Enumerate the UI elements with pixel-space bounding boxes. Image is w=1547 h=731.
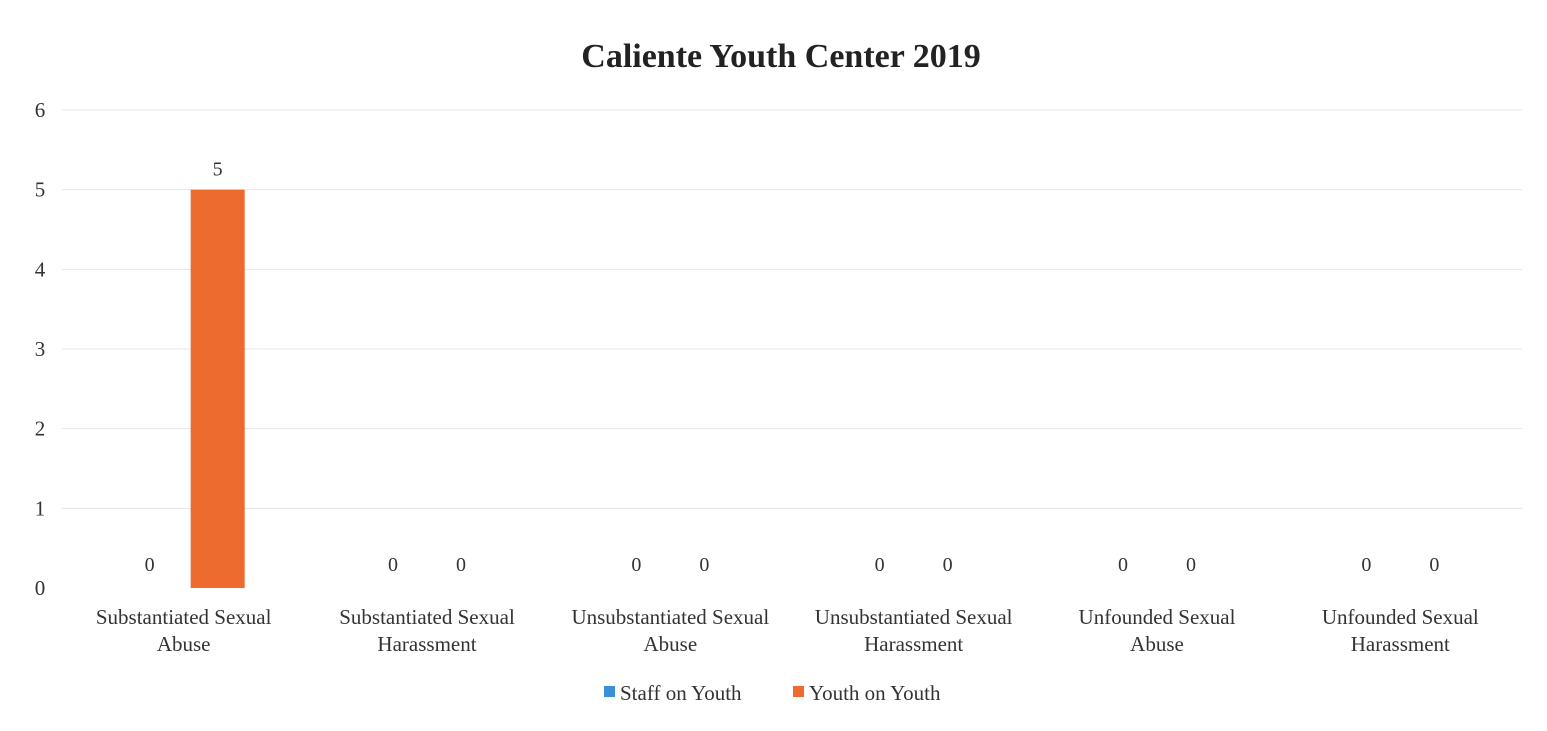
category-label: Harassment <box>377 632 476 656</box>
legend-swatch <box>793 686 804 697</box>
category-label: Abuse <box>643 632 697 656</box>
y-axis-tick-labels: 0 1 2 3 4 5 6 <box>35 98 46 600</box>
data-label: 0 <box>943 554 953 576</box>
data-label: 0 <box>1429 554 1439 576</box>
bar-youth-on-youth-0 <box>190 189 245 588</box>
legend-label: Staff on Youth <box>620 681 742 705</box>
data-label: 0 <box>388 554 398 576</box>
y-tick-label: 4 <box>35 257 46 281</box>
y-tick-label: 1 <box>35 496 46 520</box>
category-label: Unsubstantiated Sexual <box>571 605 769 629</box>
category-label: Harassment <box>864 632 963 656</box>
chart-title: Caliente Youth Center 2019 <box>581 38 980 75</box>
category-labels: Substantiated Sexual Abuse Substantiated S… <box>96 605 1479 656</box>
category-label: Abuse <box>157 632 211 656</box>
legend: Staff on Youth Youth on Youth <box>604 681 941 705</box>
y-tick-label: 5 <box>35 178 46 202</box>
category-label: Substantiated Sexual <box>339 605 515 629</box>
y-tick-label: 0 <box>35 576 46 600</box>
data-label: 5 <box>213 159 223 181</box>
category-label: Harassment <box>1351 632 1450 656</box>
legend-swatch <box>604 686 615 697</box>
category-label: Abuse <box>1130 632 1184 656</box>
y-tick-label: 3 <box>35 337 46 361</box>
gridlines <box>62 109 1522 509</box>
data-label: 0 <box>699 554 709 576</box>
data-label: 0 <box>631 554 641 576</box>
category-label: Unfounded Sexual <box>1322 605 1479 629</box>
data-labels: 0 5 0 0 0 0 0 0 0 0 0 0 <box>145 159 1440 576</box>
bars <box>190 189 245 588</box>
category-label: Unsubstantiated Sexual <box>815 605 1013 629</box>
data-label: 0 <box>145 554 155 576</box>
data-label: 0 <box>1361 554 1371 576</box>
data-label: 0 <box>456 554 466 576</box>
category-label: Substantiated Sexual <box>96 605 272 629</box>
legend-label: Youth on Youth <box>809 681 941 705</box>
y-tick-label: 6 <box>35 98 46 122</box>
data-label: 0 <box>875 554 885 576</box>
category-label: Unfounded Sexual <box>1079 605 1236 629</box>
y-tick-label: 2 <box>35 417 46 441</box>
data-label: 0 <box>1118 554 1128 576</box>
data-label: 0 <box>1186 554 1196 576</box>
